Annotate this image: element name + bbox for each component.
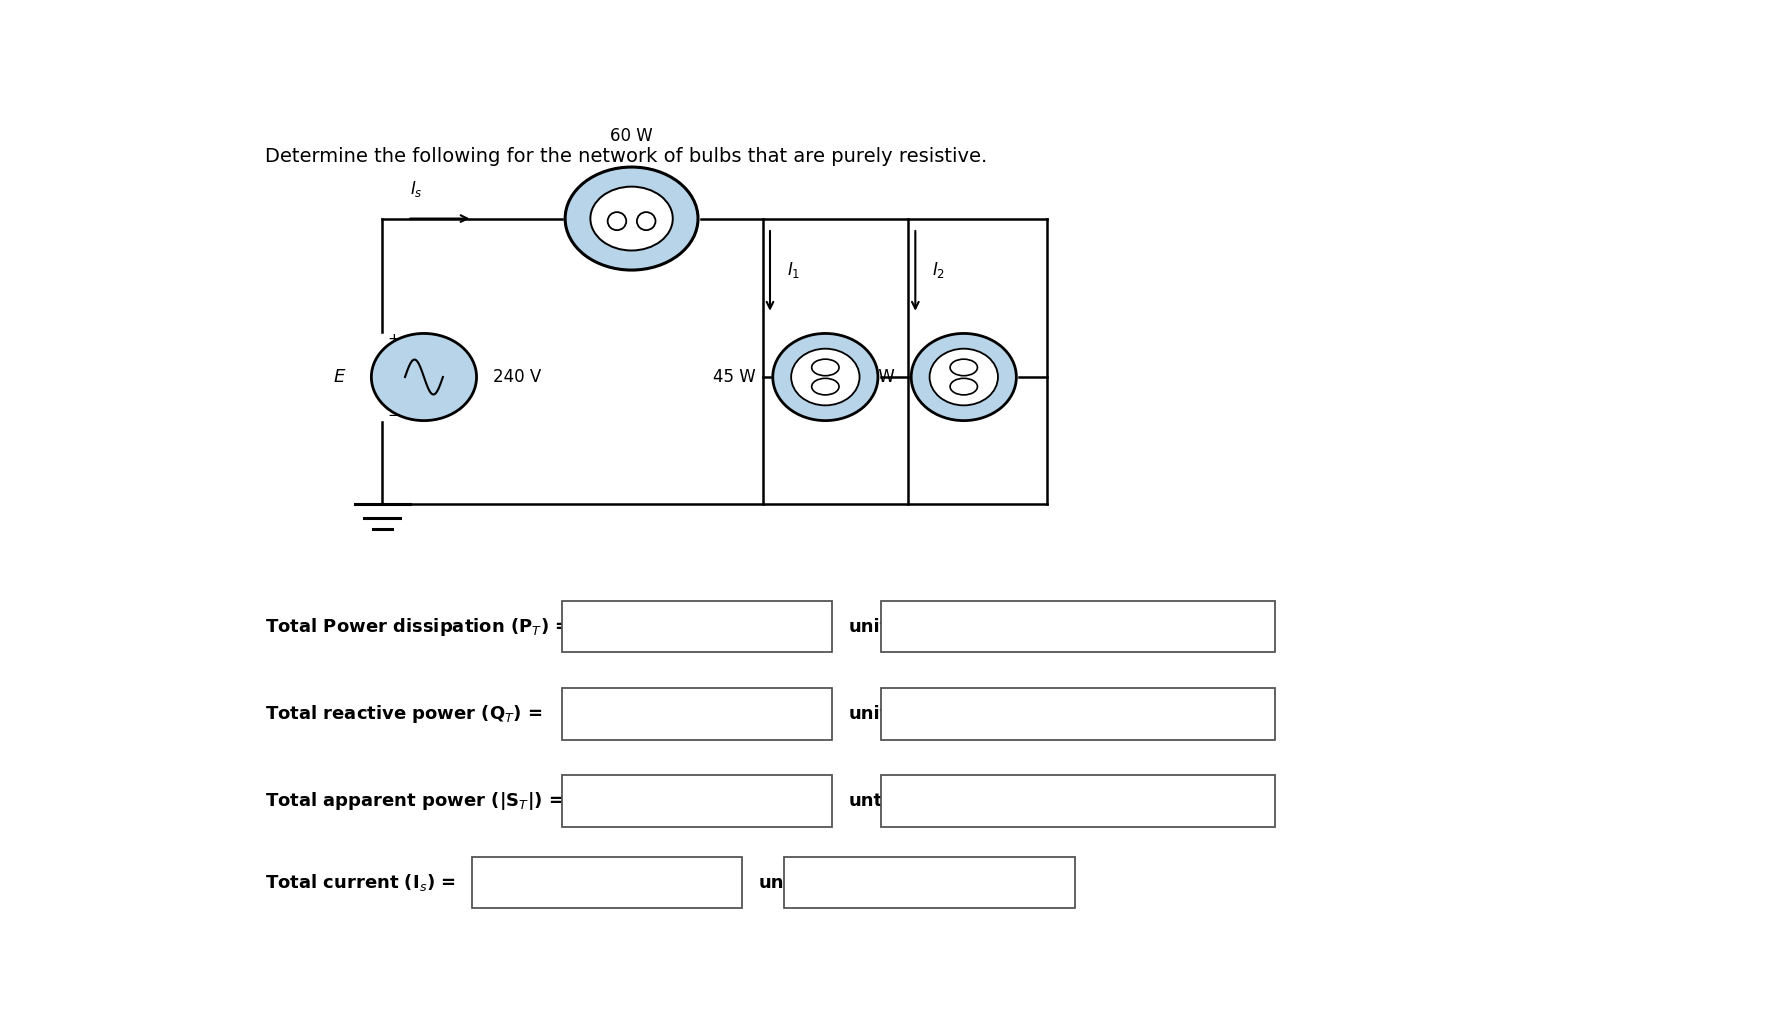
- Text: Total apparent power (|S$_{T}$|) =: Total apparent power (|S$_{T}$|) =: [264, 790, 563, 812]
- Text: +: +: [388, 332, 400, 348]
- Ellipse shape: [591, 186, 673, 250]
- Text: 45 W: 45 W: [713, 368, 755, 386]
- Text: 25 W: 25 W: [852, 368, 895, 386]
- Bar: [563, 775, 832, 826]
- Ellipse shape: [911, 333, 1016, 421]
- Text: Total current (I$_{s}$) =: Total current (I$_{s}$) =: [264, 872, 455, 893]
- Text: units: units: [759, 874, 809, 891]
- Ellipse shape: [564, 167, 698, 270]
- Bar: [784, 857, 1075, 909]
- Text: −: −: [388, 407, 400, 423]
- Ellipse shape: [371, 333, 477, 421]
- Bar: [563, 601, 832, 652]
- Text: Determine the following for the network of bulbs that are purely resistive.: Determine the following for the network …: [264, 147, 988, 167]
- Ellipse shape: [791, 349, 859, 405]
- Text: $I_2$: $I_2$: [932, 260, 945, 280]
- Text: $I_1$: $I_1$: [786, 260, 800, 280]
- Bar: [880, 688, 1275, 740]
- Text: 60 W: 60 W: [611, 127, 654, 145]
- Text: Total Power dissipation (P$_{T}$) =: Total Power dissipation (P$_{T}$) =: [264, 615, 570, 638]
- Bar: [472, 857, 743, 909]
- Text: units: units: [848, 705, 900, 722]
- Ellipse shape: [773, 333, 879, 421]
- Bar: [880, 775, 1275, 826]
- Text: $E$: $E$: [334, 368, 346, 386]
- Bar: [880, 601, 1275, 652]
- Text: 240 V: 240 V: [493, 368, 541, 386]
- Text: $I_s$: $I_s$: [411, 179, 423, 199]
- Text: untis: untis: [848, 792, 900, 810]
- Ellipse shape: [929, 349, 998, 405]
- Bar: [563, 688, 832, 740]
- Text: Total reactive power (Q$_{T}$) =: Total reactive power (Q$_{T}$) =: [264, 703, 543, 724]
- Text: units: units: [848, 617, 900, 636]
